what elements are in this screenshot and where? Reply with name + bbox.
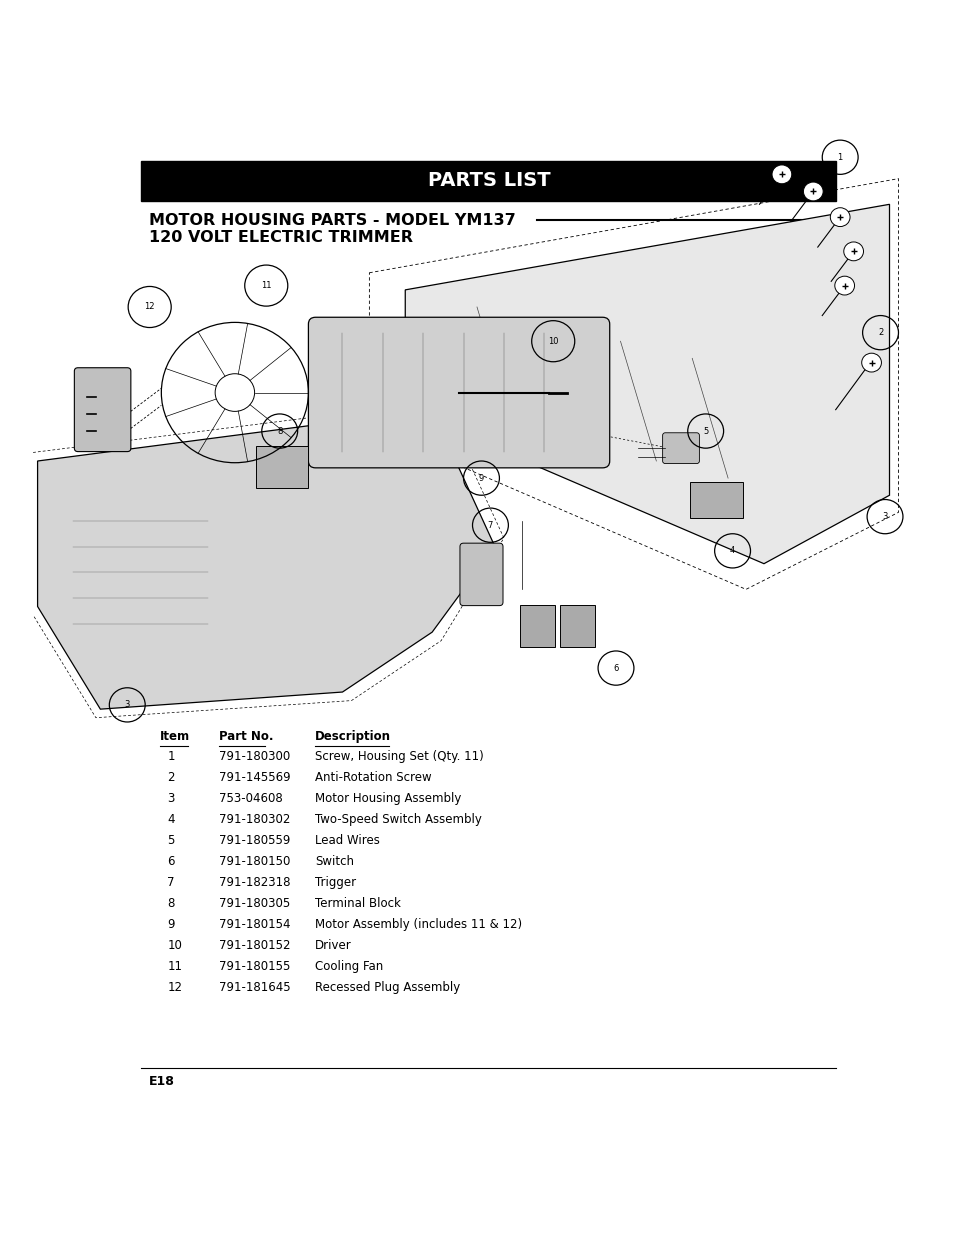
Text: Lead Wires: Lead Wires [314,834,379,847]
Text: E18: E18 [149,1074,174,1088]
Text: 6: 6 [167,855,174,868]
Text: 7: 7 [487,521,493,530]
Bar [141,161,836,200]
Text: 8: 8 [276,426,282,436]
Text: Item: Item [160,730,190,742]
Text: 11: 11 [167,960,182,973]
Circle shape [842,242,862,261]
FancyBboxPatch shape [519,605,555,647]
FancyBboxPatch shape [559,605,595,647]
Text: 10: 10 [167,939,182,952]
Circle shape [834,277,854,295]
Text: Motor Housing Assembly: Motor Housing Assembly [314,793,461,805]
Text: 8: 8 [167,897,174,910]
Text: 791-181645: 791-181645 [219,981,291,994]
FancyBboxPatch shape [74,368,131,452]
Text: 7: 7 [167,876,174,889]
Text: 791-180152: 791-180152 [219,939,291,952]
Text: 3: 3 [125,700,130,709]
Text: Screw, Housing Set (Qty. 11): Screw, Housing Set (Qty. 11) [314,751,483,763]
Text: 791-180150: 791-180150 [219,855,290,868]
FancyBboxPatch shape [459,543,502,605]
Text: Switch: Switch [314,855,354,868]
Text: 791-180300: 791-180300 [219,751,290,763]
Text: 2: 2 [877,329,882,337]
Polygon shape [405,204,888,563]
Text: 6: 6 [613,663,618,673]
Text: PARTS LIST: PARTS LIST [427,170,550,190]
FancyBboxPatch shape [255,447,308,488]
Text: Part No.: Part No. [219,730,274,742]
Text: Trigger: Trigger [314,876,355,889]
Text: 791-180155: 791-180155 [219,960,290,973]
FancyBboxPatch shape [662,432,699,463]
Text: 9: 9 [167,918,174,931]
Text: Recessed Plug Assembly: Recessed Plug Assembly [314,981,460,994]
Text: 3: 3 [882,513,887,521]
Text: Description: Description [314,730,391,742]
Text: 120 VOLT ELECTRIC TRIMMER: 120 VOLT ELECTRIC TRIMMER [149,230,413,245]
Text: 4: 4 [729,546,735,556]
Circle shape [861,353,881,372]
FancyBboxPatch shape [690,483,742,519]
Text: 9: 9 [478,473,483,483]
Text: Two-Speed Switch Assembly: Two-Speed Switch Assembly [314,813,481,826]
Text: 4: 4 [167,813,174,826]
Text: 5: 5 [167,834,174,847]
Text: 791-145569: 791-145569 [219,772,291,784]
Text: 791-182318: 791-182318 [219,876,291,889]
Text: 753-04608: 753-04608 [219,793,282,805]
Text: Anti-Rotation Screw: Anti-Rotation Screw [314,772,432,784]
Text: Motor Assembly (includes 11 & 12): Motor Assembly (includes 11 & 12) [314,918,521,931]
FancyBboxPatch shape [308,317,609,468]
Polygon shape [37,410,495,709]
Text: 10: 10 [547,337,558,346]
Text: 2: 2 [167,772,174,784]
Text: 791-180302: 791-180302 [219,813,290,826]
Text: 3: 3 [167,793,174,805]
Text: 11: 11 [261,282,272,290]
Text: 12: 12 [144,303,154,311]
Text: 5: 5 [702,426,707,436]
Text: 791-180154: 791-180154 [219,918,291,931]
Text: 1: 1 [167,751,174,763]
Text: Terminal Block: Terminal Block [314,897,400,910]
Circle shape [771,165,791,184]
Text: Driver: Driver [314,939,352,952]
Text: 791-180305: 791-180305 [219,897,290,910]
Text: 1: 1 [837,153,841,162]
Text: Cooling Fan: Cooling Fan [314,960,383,973]
Circle shape [829,207,849,226]
Text: 12: 12 [167,981,182,994]
Text: MOTOR HOUSING PARTS - MODEL YM137: MOTOR HOUSING PARTS - MODEL YM137 [149,212,515,228]
Circle shape [802,182,822,201]
Text: 791-180559: 791-180559 [219,834,290,847]
